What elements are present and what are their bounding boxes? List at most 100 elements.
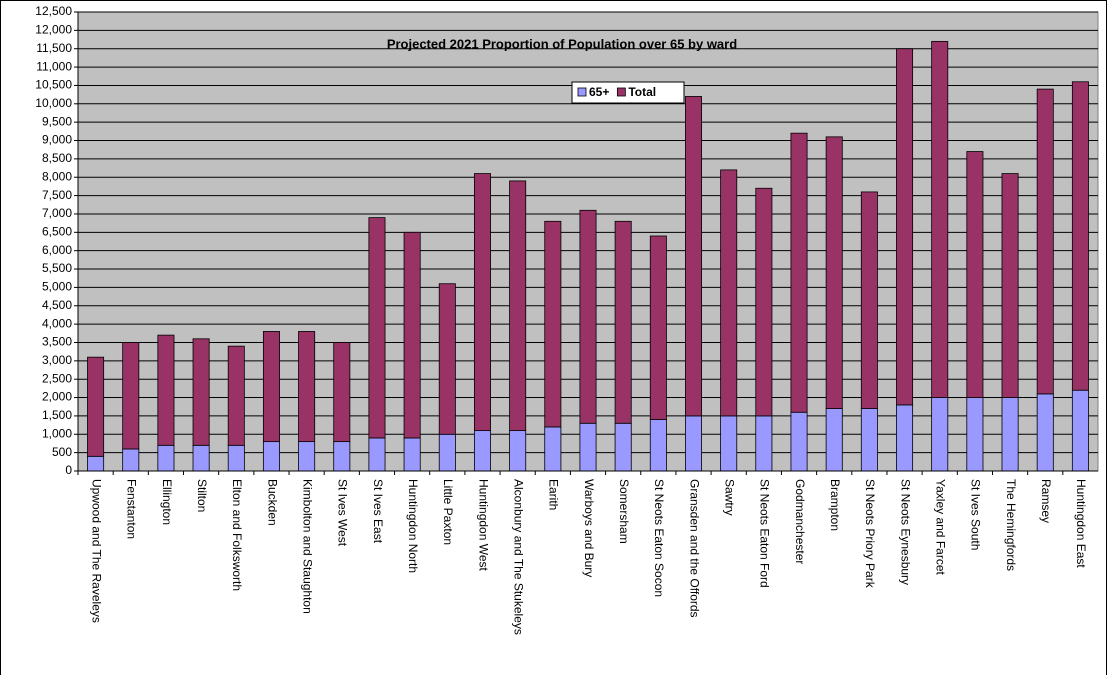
- x-tick-label: Stilton: [195, 479, 209, 512]
- bar-segment: [966, 151, 984, 398]
- bar-segment: [509, 180, 527, 432]
- bar-segment: [755, 415, 773, 472]
- bar-segment: [473, 430, 491, 472]
- bar-segment: [755, 187, 773, 417]
- y-tick-label: 2,000: [42, 390, 72, 404]
- y-tick-label: 1,000: [42, 426, 72, 440]
- y-tick-label: 11,500: [36, 41, 72, 55]
- y-tick-label: 4,000: [42, 316, 72, 330]
- bar-segment: [825, 136, 843, 409]
- bar-segment: [544, 426, 562, 472]
- y-tick-label: 8,500: [42, 151, 72, 165]
- x-tick-label: Sawtry: [723, 479, 737, 516]
- x-tick-label: Kimbolton and Staughton: [300, 479, 314, 614]
- bar-segment: [790, 132, 808, 413]
- chart-title: Projected 2021 Proportion of Population …: [387, 36, 737, 51]
- legend-label: Total: [628, 85, 656, 99]
- x-tick-label: Huntingdon East: [1074, 479, 1088, 568]
- bar-segment: [157, 444, 175, 472]
- bar-segment: [614, 422, 632, 472]
- bar-segment: [157, 334, 175, 446]
- bar-segment: [614, 220, 632, 424]
- x-tick-label: St Ives West: [336, 479, 350, 547]
- bar-segment: [1001, 397, 1019, 472]
- legend-box: [571, 81, 685, 104]
- x-tick-label: Godmanchester: [793, 479, 807, 564]
- x-tick-label: Gransden and the Offords: [687, 479, 701, 618]
- bars: [87, 40, 1089, 472]
- bar-segment: [649, 419, 667, 472]
- x-tick-label: Huntingdon West: [476, 479, 490, 572]
- bar-segment: [825, 408, 843, 472]
- bar-segment: [649, 235, 667, 420]
- x-tick-label: St Ives South: [969, 479, 983, 550]
- y-tick-label: 3,500: [42, 335, 72, 349]
- bar-segment: [262, 441, 280, 472]
- x-tick-label: Somersham: [617, 479, 631, 544]
- bar-segment: [685, 415, 703, 472]
- legend-swatch: [577, 87, 587, 97]
- bar-segment: [438, 283, 456, 435]
- y-tick-label: 7,000: [42, 206, 72, 220]
- bar-segment: [368, 217, 386, 439]
- y-tick-label: 6,500: [42, 224, 72, 238]
- x-tick-label: St Neots Priory Park: [863, 479, 877, 589]
- bar-segment: [966, 397, 984, 472]
- y-tick-label: 5,500: [42, 261, 72, 275]
- x-tick-label: Fenstanton: [125, 479, 139, 539]
- legend: 65+ Total: [571, 81, 685, 104]
- bar-segment: [579, 422, 597, 472]
- bar-segment: [860, 191, 878, 409]
- bar-segment: [122, 448, 140, 472]
- x-tick-label: St Neots Eaton Ford: [758, 479, 772, 588]
- y-tick-label: 10,500: [35, 78, 72, 92]
- bar-segment: [1071, 389, 1089, 472]
- bar-segment: [87, 455, 105, 472]
- y-tick-label: 10,000: [35, 96, 72, 110]
- bar-segment: [438, 433, 456, 472]
- bar-segment: [298, 331, 316, 443]
- bar-segment: [931, 397, 949, 472]
- y-tick-label: 0: [65, 463, 72, 477]
- x-tick-label: St Ives East: [371, 479, 385, 544]
- bar-segment: [298, 441, 316, 472]
- y-tick-label: 9,500: [42, 114, 72, 128]
- x-tick-label: Buckden: [265, 479, 279, 526]
- x-tick-label: Yaxley and Farcet: [934, 479, 948, 575]
- y-tick-label: 12,500: [35, 4, 72, 18]
- bar-segment: [579, 209, 597, 424]
- bar-segment: [860, 408, 878, 472]
- bar-segment: [192, 444, 210, 472]
- x-tick-label: St Neots Eaton Socon: [652, 479, 666, 597]
- bar-segment: [473, 173, 491, 432]
- y-tick-label: 4,500: [42, 298, 72, 312]
- bar-segment: [227, 345, 245, 446]
- bar-segment: [1036, 88, 1054, 395]
- legend-label: 65+: [589, 85, 609, 99]
- y-tick-label: 8,000: [42, 169, 72, 183]
- y-tick-label: 7,500: [42, 188, 72, 202]
- bar-segment: [509, 430, 527, 472]
- y-tick-label: 500: [52, 445, 72, 459]
- y-tick-label: 12,000: [35, 23, 72, 37]
- bar-segment: [790, 411, 808, 472]
- bar-segment: [227, 444, 245, 472]
- x-tick-label: Brampton: [828, 479, 842, 531]
- bar-segment: [720, 415, 738, 472]
- y-tick-label: 5,000: [42, 280, 72, 294]
- bar-segment: [1071, 81, 1089, 391]
- bar-segment: [333, 342, 351, 443]
- bar-segment: [720, 169, 738, 417]
- x-tick-label: Warboys and Bury: [582, 479, 596, 577]
- y-tick-label: 6,000: [42, 243, 72, 257]
- y-tick-label: 11,000: [36, 59, 72, 73]
- bar-segment: [262, 331, 280, 443]
- bar-segment: [931, 40, 949, 398]
- x-tick-label: Alconbury and The Stukeleys: [511, 479, 525, 635]
- bar-segment: [333, 441, 351, 472]
- y-tick-label: 3,000: [42, 353, 72, 367]
- x-tick-label: Huntingdon North: [406, 479, 420, 573]
- bar-segment: [192, 338, 210, 446]
